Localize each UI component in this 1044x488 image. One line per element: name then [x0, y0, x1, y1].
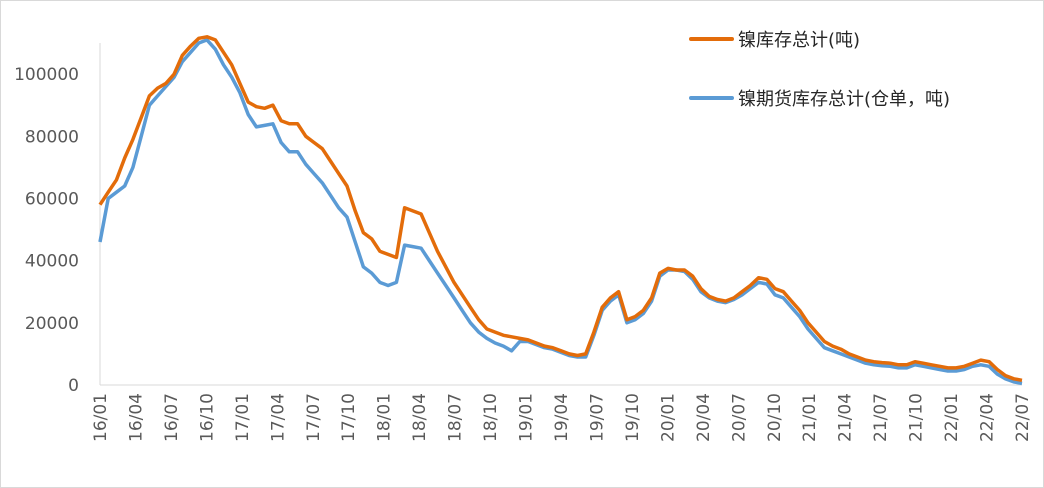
x-tick-label: 16/04: [126, 393, 146, 442]
x-tick-label: 21/04: [836, 393, 856, 442]
x-tick-label: 22/01: [942, 393, 962, 442]
x-tick-label: 18/10: [481, 393, 501, 442]
y-tick-label: 40000: [25, 252, 79, 272]
x-tick-label: 19/04: [552, 393, 572, 442]
x-tick-label: 16/10: [197, 393, 217, 442]
y-tick-labels: 0 20000 40000 60000 80000 100000: [14, 65, 79, 396]
series-line-inventory: [98, 35, 1023, 383]
y-tick-label: 20000: [25, 314, 79, 334]
x-tick-label: 18/07: [446, 393, 466, 442]
y-tick-label: 100000: [14, 65, 79, 85]
series-lines: [98, 35, 1023, 386]
x-tick-label: 16/07: [162, 393, 182, 442]
x-tick-label: 20/04: [694, 393, 714, 442]
x-tick-label: 21/01: [800, 393, 820, 442]
x-tick-label: 20/01: [658, 393, 678, 442]
x-tick-label: 22/04: [978, 393, 998, 442]
y-tick-label: 80000: [25, 127, 79, 147]
legend-label-futures-inventory: 镍期货库存总计(仓单，吨): [738, 89, 950, 110]
x-tick-label: 22/07: [1013, 393, 1033, 442]
x-tick-label: 17/01: [233, 393, 253, 442]
y-tick-label: 60000: [25, 189, 79, 209]
legend-label-inventory: 镍库存总计(吨): [738, 30, 860, 51]
x-tick-label: 20/10: [765, 393, 785, 442]
x-tick-label: 20/07: [729, 393, 749, 442]
x-tick-label: 19/01: [517, 393, 537, 442]
x-tick-label: 17/04: [268, 393, 288, 442]
x-tick-label: 21/07: [871, 393, 891, 442]
x-tick-label: 17/10: [339, 393, 359, 442]
x-tick-label: 18/04: [410, 393, 430, 442]
x-tick-labels: 16/01 16/04 16/07 16/10 17/01 17/04 17/07 17/10…: [91, 393, 1033, 442]
x-tick-label: 21/10: [907, 393, 927, 442]
legend: 镍库存总计(吨) 镍期货库存总计(仓单，吨): [689, 30, 950, 110]
x-tick-label: 18/01: [375, 393, 395, 442]
x-tick-label: 17/07: [304, 393, 324, 442]
x-tick-label: 16/01: [91, 393, 111, 442]
x-tick-label: 19/10: [623, 393, 643, 442]
y-tick-label: 0: [68, 376, 79, 396]
x-tick-label: 19/07: [587, 393, 607, 442]
